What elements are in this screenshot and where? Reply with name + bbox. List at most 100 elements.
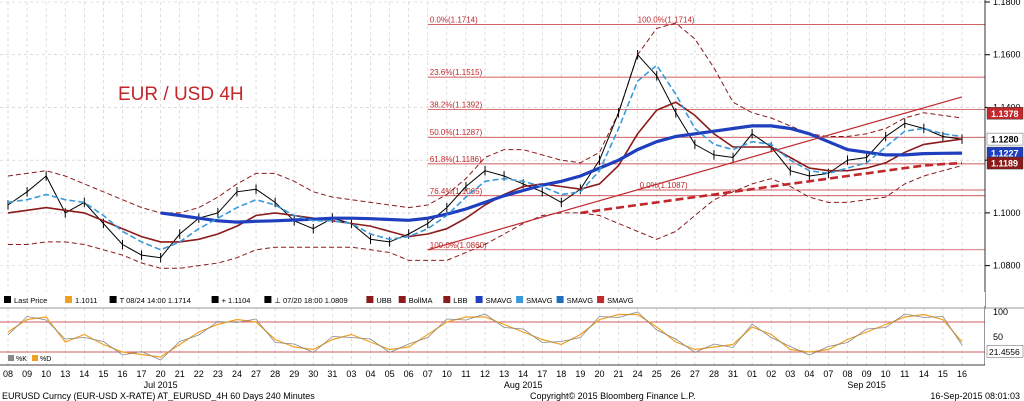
k-line-icon — [8, 355, 14, 361]
x-tick-label: 10 — [881, 369, 891, 379]
x-tick-label: 13 — [499, 369, 509, 379]
x-tick-label: 16 — [117, 369, 127, 379]
candle-icon — [4, 296, 11, 303]
price-badge-label: 1.1280 — [991, 135, 1019, 145]
fibonacci-levels: 0.0%(1.1714) 100.0%(1.1714) 23.6%(1.1515) 3… — [427, 16, 985, 251]
oscillator-badge — [986, 345, 1024, 358]
x-tick-label: 15 — [98, 369, 108, 379]
legend-label: + 1.1104 — [222, 296, 251, 305]
oscillator-tick-label: 100 — [993, 307, 1008, 317]
x-tick-label: 11 — [900, 369, 909, 379]
x-tick-label: 28 — [709, 369, 719, 379]
close-marker-icon — [211, 296, 219, 303]
fib-label: 100.0%(1.0860) — [430, 241, 487, 250]
x-tick-label: 13 — [60, 369, 70, 379]
x-axis: 08 09 10 13 14 15 16 17 20 21 22 23 24 27 28 29 30 31 03 04… — [0, 364, 985, 390]
footer-left: EURUSD Curncy (EUR-USD X-RATE) AT_EURUSD… — [2, 391, 315, 401]
x-tick-label: 17 — [537, 369, 547, 379]
x-tick-label: 04 — [804, 369, 814, 379]
x-tick-label: 27 — [251, 369, 261, 379]
x-tick-label: 25 — [652, 369, 662, 379]
bollinger-ma-line — [7, 101, 963, 243]
bollma-icon — [398, 296, 406, 303]
legend-label: Last Price — [14, 296, 47, 305]
x-tick-label: 10 — [41, 369, 51, 379]
footer-right: 16-Sep-2015 08:01:03 — [930, 391, 1020, 401]
lbb-icon — [443, 296, 451, 303]
x-tick-label: 20 — [156, 369, 166, 379]
x-tick-label: 04 — [366, 369, 376, 379]
footer-center: Copyright© 2015 Bloomberg Finance L.P. — [530, 391, 696, 401]
trend-lines — [427, 96, 963, 251]
lower-band-line — [8, 165, 963, 269]
x-tick-label: 07 — [823, 369, 833, 379]
oscillator-d-line — [7, 313, 963, 358]
d-line-icon — [32, 355, 38, 361]
x-tick-label: 08 — [3, 369, 13, 379]
x-tick-label: 24 — [633, 369, 643, 379]
price-tick-label: 1.1600 — [993, 50, 1021, 60]
smavg-icon — [516, 296, 524, 303]
x-tick-label: 14 — [919, 369, 929, 379]
fib-label: 76.4%(1.1065) — [430, 187, 483, 196]
sma-lightblue-line — [7, 64, 963, 251]
legend-label: SMAVG — [486, 296, 513, 305]
x-tick-label: 16 — [957, 369, 967, 379]
x-tick-label: 23 — [213, 369, 223, 379]
price-badge — [986, 107, 1024, 120]
price-badge — [986, 132, 1024, 146]
oscillator-legend: %K %D — [8, 355, 51, 363]
fib-label: 50.0%(1.1287) — [430, 128, 483, 137]
legend-label: ⊥ 07/20 18:00 1.0809 — [274, 296, 347, 305]
legend-bar — [0, 292, 985, 306]
fib-label: 0.0%(1.1714) — [430, 16, 478, 25]
fib-label: 100.0%(1.1714) — [638, 16, 695, 25]
price-badge-label: 1.1378 — [991, 109, 1019, 119]
square-icon — [65, 296, 72, 303]
series-lines — [7, 49, 963, 263]
oscillator-badge-label: 21.4556 — [989, 347, 1020, 357]
fib-label: 23.6%(1.1515) — [430, 68, 483, 77]
legend-label: SMAVG — [526, 296, 553, 305]
smavg-icon — [556, 296, 564, 303]
low-marker-icon — [264, 296, 272, 303]
oscillator-panel — [0, 311, 985, 361]
x-tick-label: 12 — [480, 369, 490, 379]
trend-line — [427, 96, 963, 251]
fib-label: 0.0%(1.1087) — [640, 181, 688, 190]
legend-label: T 08/24 14:00 1.1714 — [120, 296, 191, 305]
x-tick-label: 10 — [442, 369, 452, 379]
x-tick-label: 26 — [671, 369, 681, 379]
fib-label: 61.8%(1.1186) — [430, 155, 482, 164]
legend-label: SMAVG — [607, 296, 634, 305]
x-tick-label: 19 — [575, 369, 585, 379]
legend: Last Price 1.1011 T 08/24 14:00 1.1714 + 1.… — [4, 296, 634, 305]
legend-label: SMAVG — [567, 296, 594, 305]
price-tick-label: 1.1800 — [993, 0, 1021, 7]
x-tick-label: 28 — [270, 369, 280, 379]
x-month-label: Sep 2015 — [847, 380, 886, 390]
high-marker-icon — [109, 296, 117, 303]
x-tick-label: 14 — [518, 369, 528, 379]
oscillator-tick-label: 50 — [993, 332, 1003, 342]
x-tick-label: 30 — [308, 369, 318, 379]
price-tick-label: 1.0800 — [993, 261, 1021, 271]
x-tick-label: 03 — [785, 369, 795, 379]
x-tick-label: 02 — [766, 369, 776, 379]
x-tick-label: 22 — [194, 369, 204, 379]
chart-title: EUR / USD 4H — [118, 84, 244, 105]
x-tick-label: 21 — [614, 369, 624, 379]
x-tick-label: 20 — [594, 369, 604, 379]
x-month-label: Aug 2015 — [504, 380, 543, 390]
x-tick-label: 24 — [232, 369, 242, 379]
x-tick-label: 29 — [289, 369, 299, 379]
legend-label: BollMA — [409, 296, 433, 305]
x-tick-label: 05 — [385, 369, 395, 379]
price-tick-label: 1.1000 — [993, 208, 1021, 218]
x-tick-label: 06 — [404, 369, 414, 379]
oscillator-axis: 100 50 21.4556 — [985, 307, 1024, 365]
oscillator-k-line — [7, 311, 963, 361]
sma-red-line — [580, 161, 963, 215]
